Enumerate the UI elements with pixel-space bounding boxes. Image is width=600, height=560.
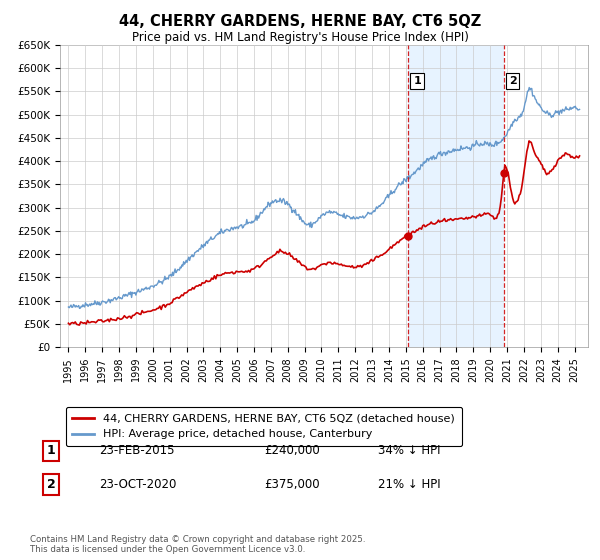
Bar <box>408 45 504 347</box>
Text: 1: 1 <box>47 444 55 458</box>
Text: 21% ↓ HPI: 21% ↓ HPI <box>378 478 440 491</box>
Text: Price paid vs. HM Land Registry's House Price Index (HPI): Price paid vs. HM Land Registry's House … <box>131 31 469 44</box>
Text: 23-FEB-2015: 23-FEB-2015 <box>99 444 175 458</box>
Text: 1: 1 <box>413 76 421 86</box>
Text: 2: 2 <box>509 76 517 86</box>
Legend: 44, CHERRY GARDENS, HERNE BAY, CT6 5QZ (detached house), HPI: Average price, det: 44, CHERRY GARDENS, HERNE BAY, CT6 5QZ (… <box>65 407 462 446</box>
Text: 44, CHERRY GARDENS, HERNE BAY, CT6 5QZ: 44, CHERRY GARDENS, HERNE BAY, CT6 5QZ <box>119 14 481 29</box>
Text: 2: 2 <box>47 478 55 491</box>
Text: £240,000: £240,000 <box>264 444 320 458</box>
Text: Contains HM Land Registry data © Crown copyright and database right 2025.
This d: Contains HM Land Registry data © Crown c… <box>30 535 365 554</box>
Text: 23-OCT-2020: 23-OCT-2020 <box>99 478 176 491</box>
Text: £375,000: £375,000 <box>264 478 320 491</box>
Text: 34% ↓ HPI: 34% ↓ HPI <box>378 444 440 458</box>
